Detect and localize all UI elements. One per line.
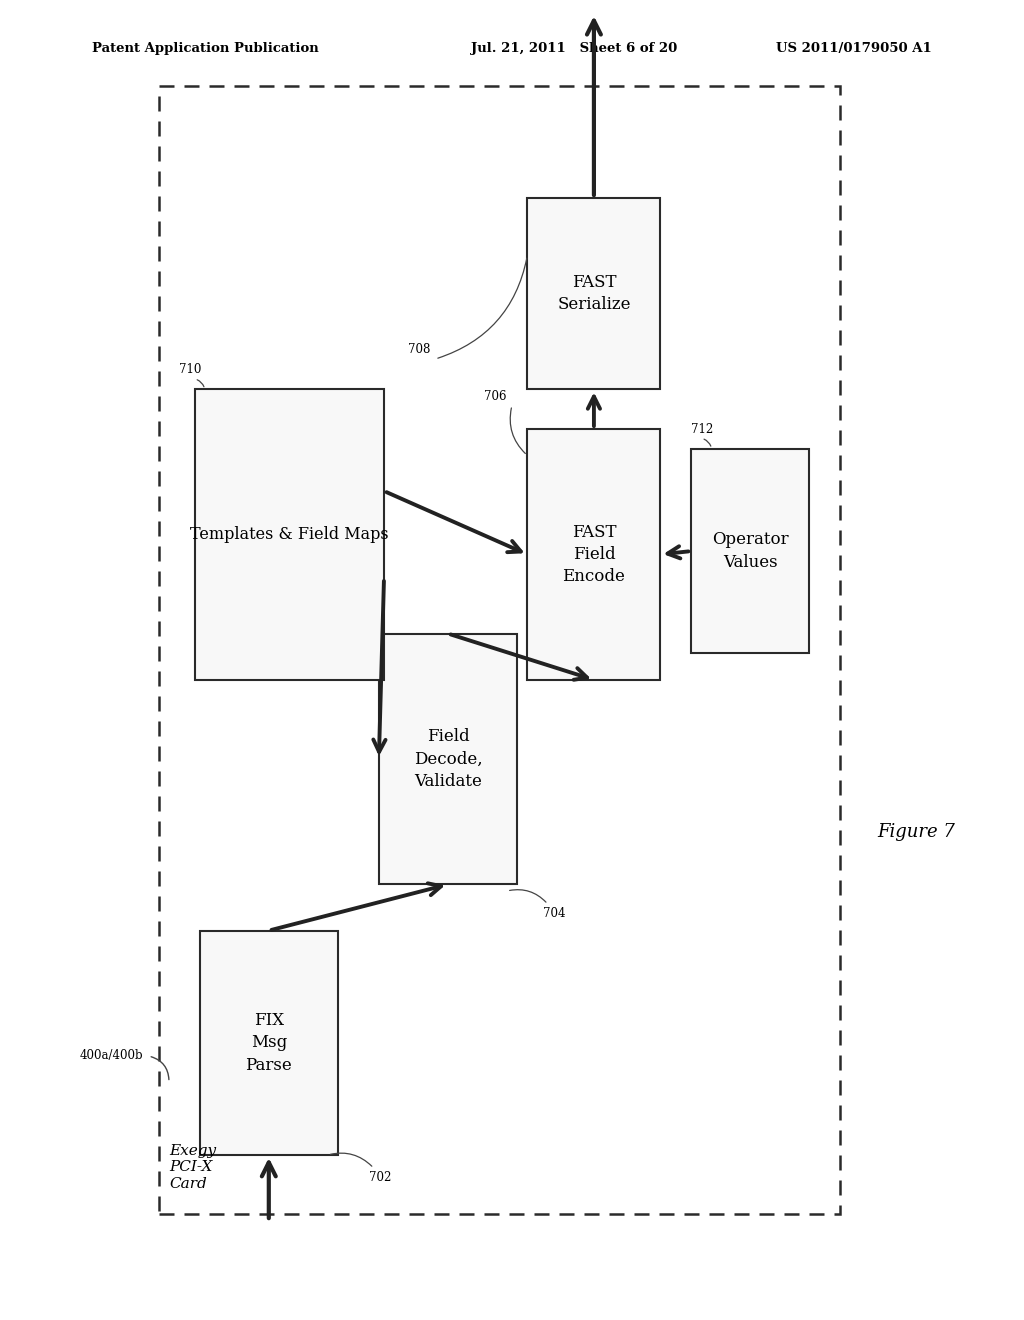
- Text: 704: 704: [543, 907, 565, 920]
- Text: Jul. 21, 2011   Sheet 6 of 20: Jul. 21, 2011 Sheet 6 of 20: [471, 42, 677, 55]
- Bar: [527, 198, 660, 389]
- Text: 702: 702: [369, 1171, 391, 1184]
- Bar: [379, 634, 517, 884]
- Bar: [691, 449, 809, 653]
- Text: FAST
Field
Encode: FAST Field Encode: [562, 524, 626, 585]
- Text: Exegy
PCI-X
Card: Exegy PCI-X Card: [169, 1144, 216, 1191]
- Bar: [159, 86, 840, 1214]
- Text: 710: 710: [179, 363, 202, 376]
- Text: 706: 706: [484, 389, 507, 403]
- Text: US 2011/0179050 A1: US 2011/0179050 A1: [776, 42, 932, 55]
- Text: Operator
Values: Operator Values: [712, 532, 788, 570]
- Bar: [527, 429, 660, 680]
- Text: Field
Decode,
Validate: Field Decode, Validate: [414, 729, 482, 789]
- Text: Figure 7: Figure 7: [878, 822, 955, 841]
- Text: 708: 708: [408, 343, 430, 356]
- Text: 712: 712: [691, 422, 714, 436]
- Bar: [200, 931, 338, 1155]
- Text: Patent Application Publication: Patent Application Publication: [92, 42, 318, 55]
- Text: FAST
Serialize: FAST Serialize: [557, 275, 631, 313]
- Text: FIX
Msg
Parse: FIX Msg Parse: [246, 1012, 292, 1073]
- Bar: [195, 389, 384, 680]
- Text: Templates & Field Maps: Templates & Field Maps: [190, 527, 388, 543]
- Text: 400a/400b: 400a/400b: [80, 1049, 143, 1063]
